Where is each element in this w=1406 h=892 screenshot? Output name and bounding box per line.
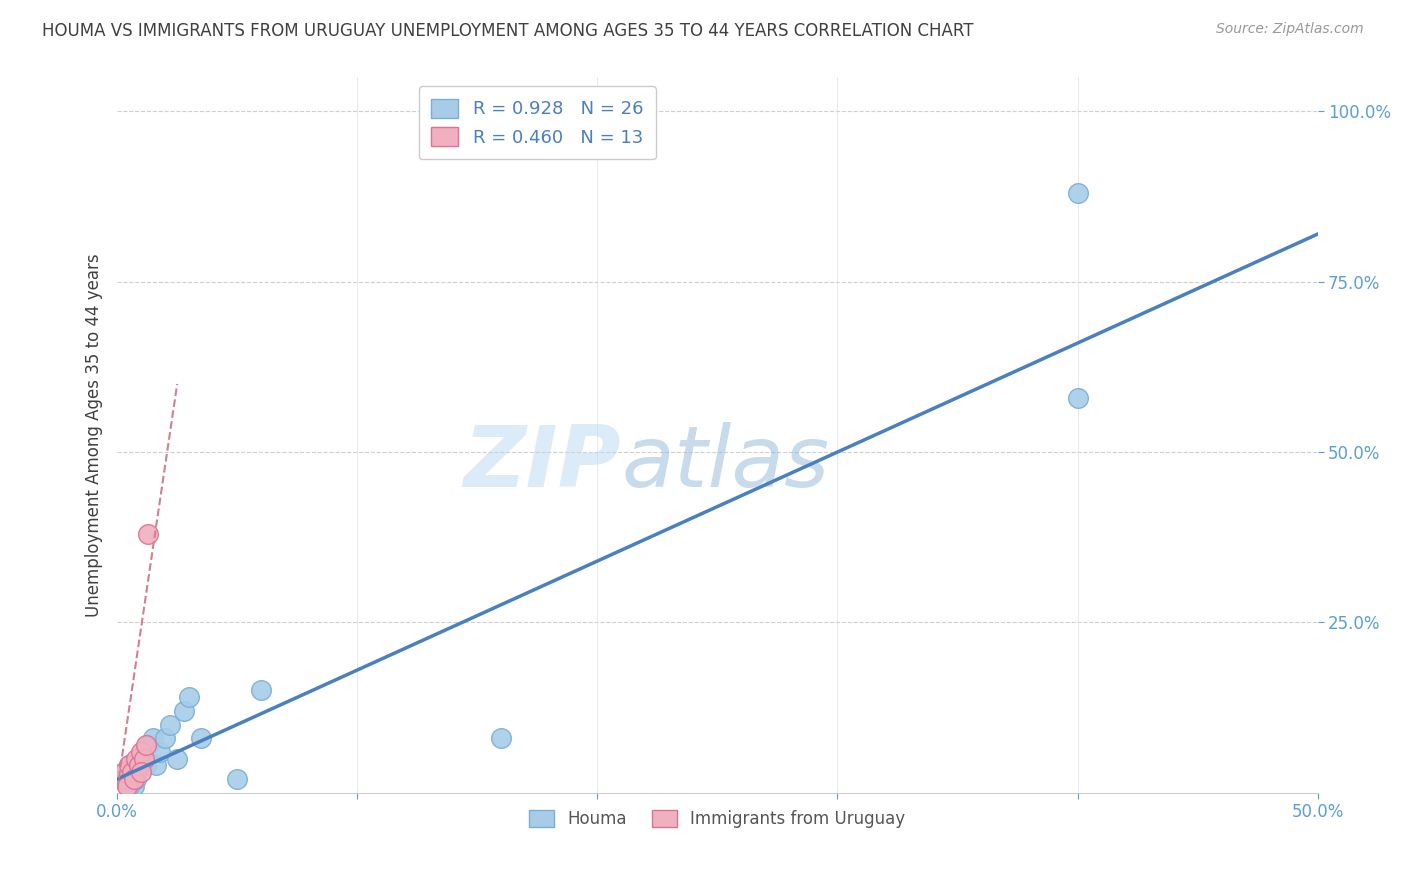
Point: [129, 765, 152, 780]
Point: [122, 779, 145, 793]
Point: [190, 731, 212, 746]
Point: [132, 751, 155, 765]
Text: atlas: atlas: [621, 422, 830, 505]
Point: [138, 738, 160, 752]
Point: [118, 779, 141, 793]
Point: [111, 772, 134, 786]
Point: [1066, 186, 1088, 201]
Point: [179, 690, 201, 705]
Point: [112, 765, 135, 780]
Point: [122, 772, 145, 786]
Point: [115, 779, 138, 793]
Legend: Houma, Immigrants from Uruguay: Houma, Immigrants from Uruguay: [523, 803, 912, 834]
Point: [125, 772, 148, 786]
Point: [115, 772, 138, 786]
Text: HOUMA VS IMMIGRANTS FROM URUGUAY UNEMPLOYMENT AMONG AGES 35 TO 44 YEARS CORRELAT: HOUMA VS IMMIGRANTS FROM URUGUAY UNEMPLO…: [42, 22, 974, 40]
Point: [153, 731, 176, 746]
Point: [1066, 391, 1088, 405]
Point: [250, 683, 273, 698]
Point: [138, 526, 160, 541]
Point: [149, 745, 172, 759]
Point: [173, 704, 195, 718]
Point: [135, 738, 157, 752]
Point: [142, 731, 165, 746]
Point: [226, 772, 249, 786]
Point: [112, 765, 135, 780]
Point: [145, 758, 167, 772]
Point: [118, 758, 141, 772]
Point: [491, 731, 513, 746]
Point: [128, 758, 150, 772]
Text: Source: ZipAtlas.com: Source: ZipAtlas.com: [1216, 22, 1364, 37]
Point: [159, 717, 181, 731]
Point: [129, 745, 152, 759]
Text: ZIP: ZIP: [464, 422, 621, 505]
Point: [118, 758, 141, 772]
Point: [121, 765, 143, 780]
Y-axis label: Unemployment Among Ages 35 to 44 years: Unemployment Among Ages 35 to 44 years: [86, 253, 103, 617]
Point: [135, 758, 157, 772]
Point: [129, 751, 152, 765]
Point: [121, 765, 143, 780]
Point: [166, 751, 188, 765]
Point: [125, 751, 148, 765]
Point: [132, 745, 155, 759]
Point: [128, 758, 150, 772]
